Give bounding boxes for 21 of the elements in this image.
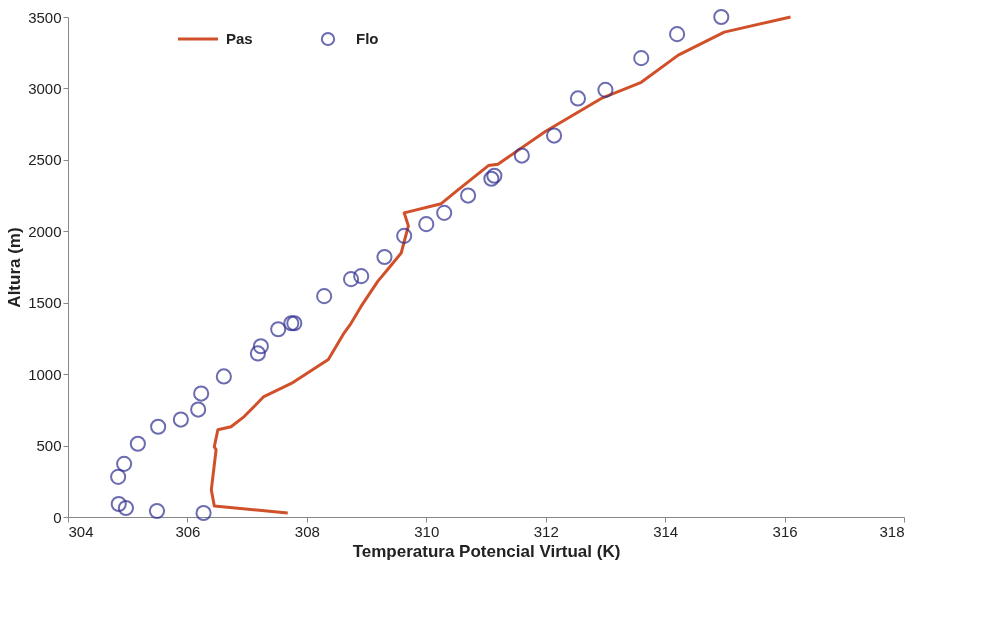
x-tick-label: 304 <box>68 522 94 540</box>
y-tick-label: 2000 <box>28 222 62 240</box>
y-tick-label: 0 <box>53 508 62 526</box>
x-tick-label: 318 <box>879 522 905 540</box>
x-tick-label: 314 <box>653 522 679 540</box>
y-axis-title: Altura (m) <box>5 227 25 308</box>
x-tick-label: 310 <box>414 522 440 540</box>
y-tick-label: 1000 <box>28 365 62 383</box>
y-tick-label: 3500 <box>28 8 62 26</box>
y-tick-label: 500 <box>36 437 62 455</box>
x-axis-title: Temperatura Potencial Virtual (K) <box>352 541 621 561</box>
y-tick-label: 3000 <box>28 79 62 97</box>
legend-label: Pas <box>226 30 253 47</box>
legend-label: Flo <box>356 30 379 47</box>
line-series <box>209 15 793 515</box>
x-tick-label: 308 <box>294 522 320 540</box>
y-tick-label: 2500 <box>28 151 62 169</box>
x-tick-label: 312 <box>533 522 559 540</box>
y-tick-label: 1500 <box>28 294 62 312</box>
x-tick-label: 316 <box>772 522 798 540</box>
x-tick-label: 306 <box>175 522 201 540</box>
